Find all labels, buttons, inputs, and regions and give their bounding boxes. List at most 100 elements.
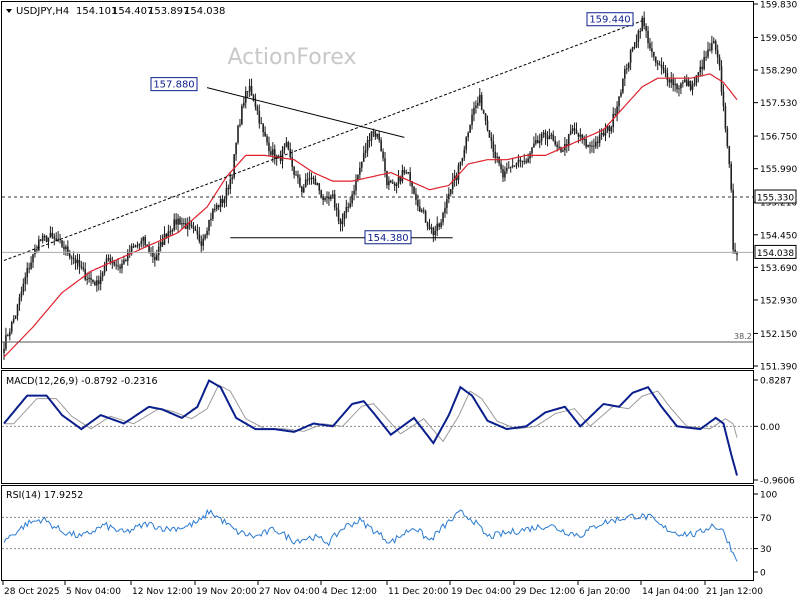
- candle-body: [132, 246, 135, 248]
- candle-body: [674, 83, 676, 86]
- candle-body: [693, 83, 696, 85]
- macd-tick-label: 0.00: [760, 423, 780, 433]
- candle-body: [711, 43, 713, 51]
- candle-body: [451, 180, 454, 190]
- candle-body: [308, 178, 311, 180]
- candle-body: [136, 245, 139, 247]
- candle-body: [560, 147, 562, 152]
- candle-body: [664, 69, 667, 73]
- candle-body: [504, 171, 506, 178]
- candle-body: [262, 123, 264, 133]
- candle-body: [469, 125, 471, 133]
- candle-body: [629, 50, 632, 63]
- candle-body: [283, 146, 286, 150]
- candle-body: [239, 124, 241, 126]
- candle-body: [370, 131, 373, 141]
- candle-body: [645, 26, 647, 31]
- candle-body: [409, 172, 411, 182]
- candle-body: [45, 236, 48, 242]
- macd-tick-label: 0.8287: [760, 377, 792, 387]
- candle-body: [701, 66, 703, 70]
- candle-body: [687, 80, 690, 87]
- candle-body: [223, 199, 226, 203]
- candle-body: [76, 259, 79, 264]
- candle-body: [16, 304, 19, 316]
- candle-body: [395, 183, 398, 186]
- candle-body: [188, 222, 191, 225]
- candle-body: [38, 239, 40, 251]
- macd-title: MACD(12,26,9) -0.8792 -0.2316: [6, 376, 158, 387]
- time-tick-label: 12 Nov 12:00: [132, 587, 193, 597]
- candle-body: [252, 95, 255, 102]
- candle-body: [320, 190, 322, 197]
- axis-price-box: [754, 189, 797, 204]
- candle-body: [627, 62, 630, 69]
- candle-body: [587, 145, 589, 147]
- candle-body: [388, 180, 390, 186]
- candle-body: [685, 79, 688, 87]
- candle-body: [500, 163, 502, 169]
- candle-body: [639, 31, 642, 33]
- macd-panel-frame: [1, 370, 754, 484]
- candle-body: [643, 17, 645, 27]
- candle-body: [649, 43, 651, 49]
- candle-body: [266, 136, 268, 143]
- candle-body: [26, 268, 29, 278]
- candle-body: [449, 189, 452, 194]
- candle-body: [728, 146, 731, 165]
- candle-body: [477, 103, 479, 106]
- candle-body: [144, 237, 146, 246]
- candle-body: [297, 174, 299, 178]
- candle-body: [585, 139, 587, 147]
- candle-body: [635, 41, 638, 47]
- candle-body: [722, 91, 725, 107]
- high-label-157880-box: [150, 77, 198, 92]
- candle-body: [214, 208, 216, 210]
- candle-body: [716, 50, 719, 58]
- candle-body: [703, 57, 705, 70]
- candle-body: [134, 245, 137, 248]
- price-annotations: 157.880 159.440 154.380 155.330 154.038 38.2: [150, 12, 797, 341]
- candle-body: [194, 228, 197, 231]
- candle-body: [215, 205, 218, 210]
- price-tick-label: 152.930: [760, 296, 797, 306]
- candle-body: [606, 126, 609, 131]
- time-tick-label: 5 Nov 04:00: [66, 587, 121, 597]
- candle-body: [509, 166, 512, 168]
- candle-body: [610, 127, 613, 132]
- candle-body: [119, 266, 121, 269]
- candle-body: [724, 106, 727, 129]
- candle-body: [697, 72, 700, 76]
- candle-body: [736, 252, 738, 255]
- candle-body: [146, 244, 148, 246]
- candle-body: [28, 268, 30, 270]
- candle-body: [569, 131, 572, 135]
- candle-body: [337, 209, 340, 222]
- candle-body: [420, 210, 423, 212]
- candle-body: [525, 160, 527, 163]
- candle-body: [152, 251, 154, 257]
- candle-body: [192, 226, 195, 229]
- candle-body: [208, 220, 210, 231]
- candle-body: [339, 221, 342, 225]
- candle-body: [378, 134, 381, 141]
- candle-body: [600, 133, 603, 135]
- candle-body: [637, 31, 640, 42]
- candle-body: [157, 246, 160, 256]
- candle-body: [331, 194, 334, 196]
- rsi-title: RSI(14) 17.9252: [6, 490, 83, 501]
- candle-body: [256, 106, 259, 111]
- candle-body: [318, 183, 321, 191]
- rising-trendline: [3, 20, 643, 261]
- candle-body: [196, 230, 199, 235]
- candle-body: [426, 222, 429, 227]
- candle-body: [699, 66, 702, 73]
- candle-body: [272, 149, 274, 155]
- price-tick-label: 154.450: [760, 231, 797, 241]
- candle-body: [90, 277, 92, 280]
- candle-body: [258, 110, 261, 124]
- rsi-axis: 100 70 30 0: [754, 491, 777, 579]
- candle-body: [386, 171, 388, 186]
- candle-body: [291, 157, 293, 167]
- candle-body: [709, 49, 711, 51]
